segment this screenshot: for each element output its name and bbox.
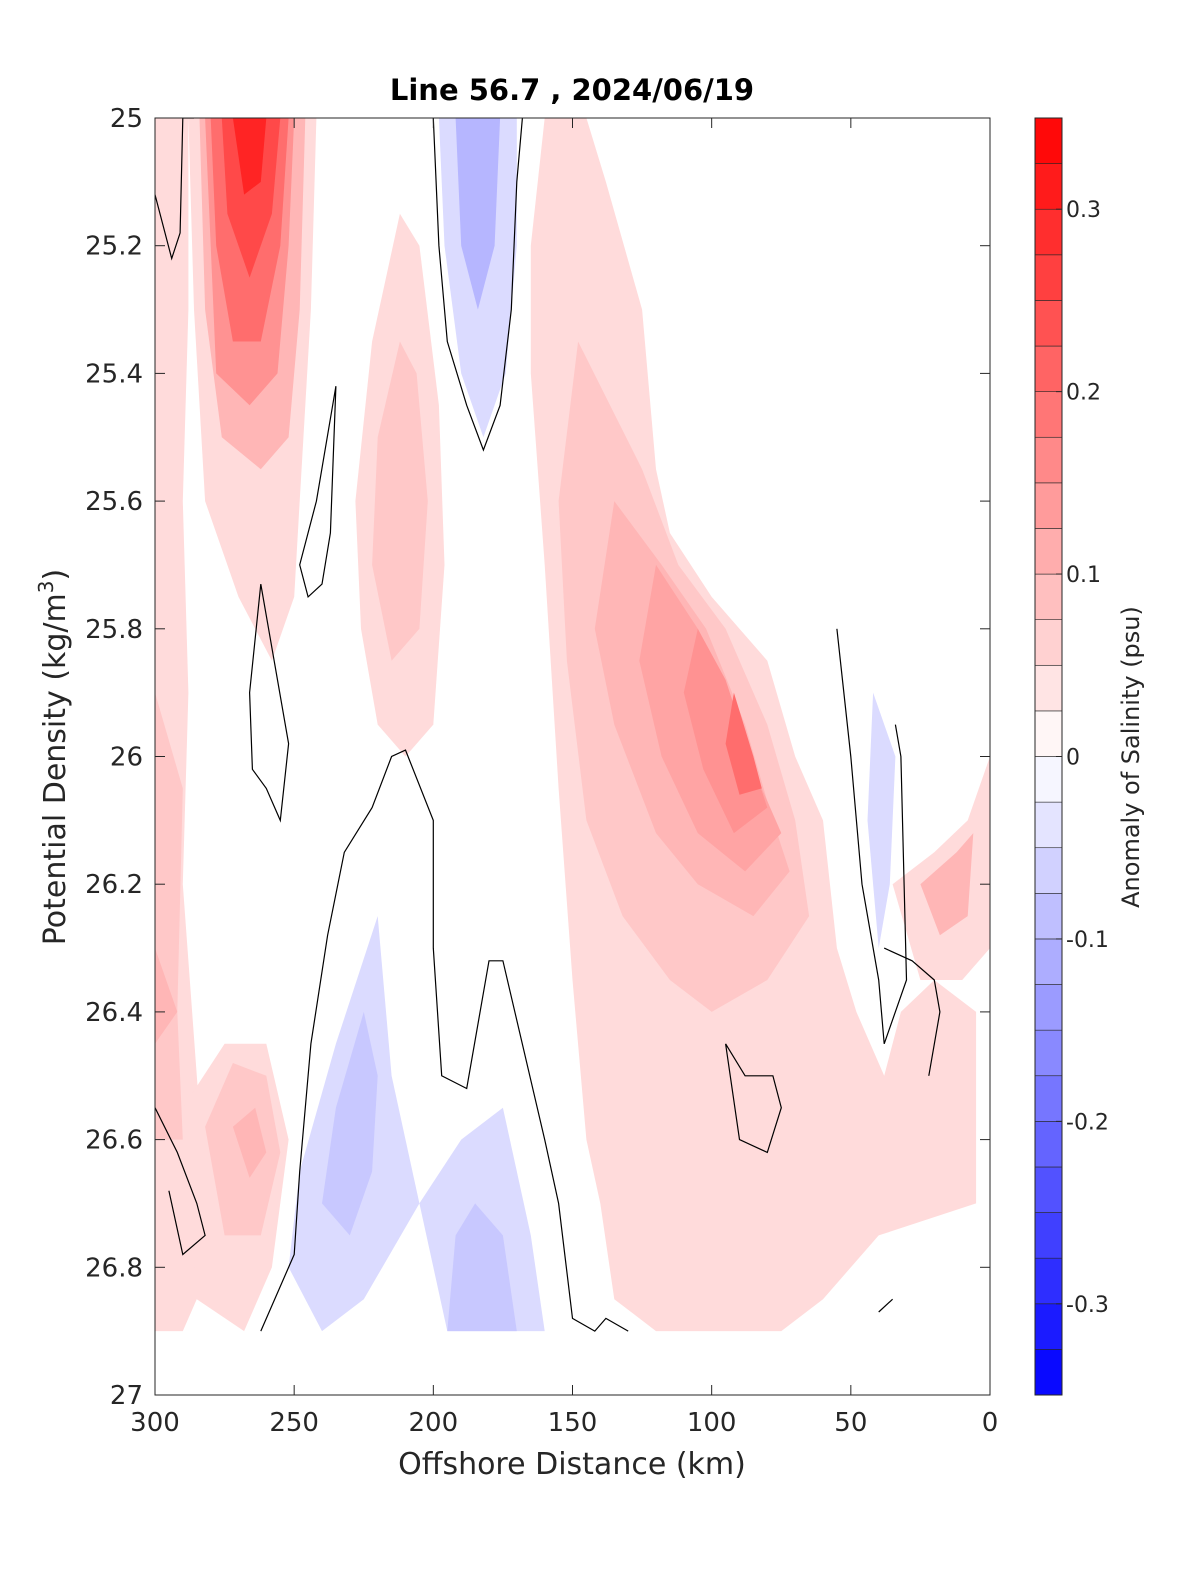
colorbar-band-3: [1034, 1212, 1063, 1259]
colorbar-band-7: [1034, 1029, 1063, 1077]
zero-contour-5: [155, 1107, 206, 1256]
colorbar-label: Anomaly of Salinity (psu): [1117, 606, 1145, 908]
colorbar-band-19: [1034, 482, 1063, 529]
colorbar-band-12: [1034, 801, 1063, 849]
colorbar-band-21: [1034, 391, 1063, 438]
zero-contour-1: [299, 386, 337, 599]
colorbar-tick-label-0.3: 0.3: [1066, 198, 1101, 223]
colorbar-band-5: [1034, 1121, 1063, 1168]
colorbar-band-20: [1034, 436, 1063, 484]
zero-contour-6: [725, 1043, 782, 1154]
contour-region-26: [455, 118, 501, 310]
colorbar-tick-label--0.2: -0.2: [1066, 1110, 1109, 1135]
y-tick-label-26.2: 26.2: [85, 870, 143, 900]
x-tick-label-150: 150: [548, 1408, 598, 1438]
colorbar-band-27: [1034, 117, 1063, 164]
contour-region-27: [867, 692, 896, 949]
y-tick-label-26.6: 26.6: [85, 1126, 143, 1156]
colorbar-tick-label-0: 0: [1066, 746, 1080, 771]
colorbar-band-4: [1034, 1166, 1063, 1213]
colorbar-tick-label--0.3: -0.3: [1066, 1293, 1109, 1318]
colorbar-band-11: [1034, 847, 1063, 894]
colorbar-band-1: [1034, 1303, 1063, 1350]
chart-title: Line 56.7 , 2024/06/19: [390, 73, 754, 107]
x-tick-label-50: 50: [834, 1408, 867, 1438]
colorbar-band-18: [1034, 528, 1063, 575]
contour-region-19: [725, 692, 762, 795]
y-tick-label-25.4: 25.4: [85, 359, 143, 389]
contour-region-5: [232, 1107, 267, 1178]
x-tick-label-250: 250: [269, 1408, 319, 1438]
x-tick-label-300: 300: [130, 1408, 180, 1438]
colorbar-band-22: [1034, 345, 1063, 392]
y-tick-label-26: 26: [110, 743, 143, 773]
contour-region-21: [920, 833, 974, 936]
y-axis-label-end: ): [38, 569, 73, 581]
colorbar-band-10: [1034, 893, 1063, 940]
colorbar-band-25: [1034, 208, 1063, 256]
y-tick-label-25.8: 25.8: [85, 615, 143, 645]
colorbar-band-24: [1034, 254, 1063, 301]
contour-region-2: [155, 948, 178, 1044]
filled-contours: [155, 118, 990, 1332]
x-axis: 300 250 200 150 100 50 0: [130, 118, 998, 1438]
colorbar-tick-label-0.2: 0.2: [1066, 381, 1101, 406]
zero-contour-4: [260, 749, 629, 1332]
colorbar-band-9: [1034, 938, 1063, 985]
colorbar-tick-label-0.1: 0.1: [1066, 563, 1101, 588]
zero-contour-8: [836, 628, 908, 1044]
zero-contour-9: [878, 1298, 894, 1313]
zero-contour-lines: [155, 118, 941, 1332]
y-tick-label-25.2: 25.2: [85, 232, 143, 262]
x-tick-label-0: 0: [982, 1408, 999, 1438]
contour-region-10: [221, 118, 281, 278]
y-tick-label-26.8: 26.8: [85, 1253, 143, 1283]
y-tick-label-25: 25: [110, 104, 143, 134]
colorbar-band-16: [1034, 619, 1063, 666]
colorbar-band-23: [1034, 300, 1063, 347]
contour-region-23: [322, 1011, 378, 1236]
zero-contour-3: [432, 118, 523, 452]
colorbar-band-2: [1034, 1257, 1063, 1305]
colorbar-band-14: [1034, 710, 1063, 757]
colorbar-band-6: [1034, 1075, 1063, 1122]
colorbar-band-8: [1034, 984, 1063, 1031]
contour-region-11: [232, 118, 267, 195]
colorbar: 0.3 0.2 0.1 0 -0.1 -0.2 -0.3: [1034, 117, 1109, 1396]
contour-region-13: [372, 341, 428, 661]
y-axis-label-superscript: 3: [34, 580, 58, 593]
x-tick-label-200: 200: [409, 1408, 459, 1438]
colorbar-band-17: [1034, 573, 1063, 620]
y-axis-label: Potential Density (kg/m3): [34, 569, 73, 945]
contour-region-24: [447, 1203, 517, 1332]
colorbar-band-26: [1034, 163, 1063, 210]
colorbar-tick-label--0.1: -0.1: [1066, 928, 1109, 953]
zero-contour-0: [155, 118, 194, 261]
y-tick-label-26.4: 26.4: [85, 998, 143, 1028]
y-tick-label-25.6: 25.6: [85, 487, 143, 517]
y-tick-label-27: 27: [110, 1381, 143, 1411]
colorbar-band-0: [1034, 1349, 1063, 1396]
zero-contour-2: [248, 583, 290, 823]
x-axis-label: Offshore Distance (km): [398, 1447, 746, 1482]
x-tick-label-100: 100: [687, 1408, 737, 1438]
colorbar-band-13: [1034, 756, 1063, 803]
y-axis-label-base: Potential Density (kg/m: [38, 593, 73, 945]
y-axis: 25 25.2 25.4 25.6 25.8 26 26.2 26.4 26.6 26.8 27: [85, 104, 990, 1411]
zero-contour-7: [883, 947, 941, 1076]
colorbar-band-15: [1034, 664, 1063, 712]
